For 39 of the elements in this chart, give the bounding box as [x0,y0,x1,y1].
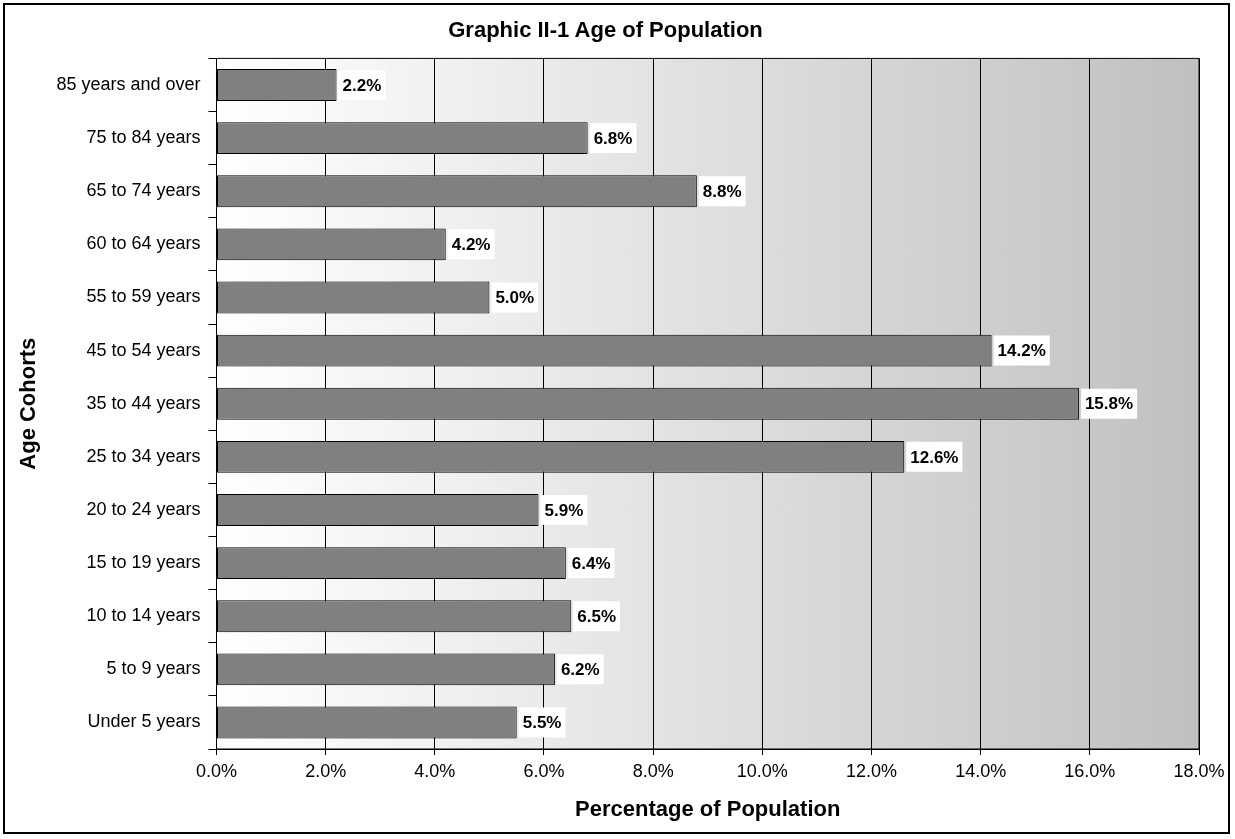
data-label: 15.8% [1084,394,1134,414]
x-tick-label: 16.0% [1064,760,1116,781]
y-tick-label: 45 to 54 years [86,339,201,360]
y-tick-label: 85 years and over [56,73,201,94]
x-tick-label: 6.0% [523,760,565,781]
x-tick-label: 18.0% [1173,760,1225,781]
y-tick-label: 15 to 19 years [86,552,201,573]
x-tick-label: 10.0% [736,760,788,781]
data-label: 6.4% [571,553,611,573]
chart-title: Graphic II-1 Age of Population [448,17,763,43]
data-label: 5.5% [522,713,562,733]
y-tick-label: Under 5 years [87,711,201,732]
y-tick-label: 25 to 34 years [86,445,201,466]
data-label: 12.6% [910,447,959,467]
x-tick-label: 14.0% [955,760,1007,781]
y-tick-label: 10 to 14 years [86,605,201,626]
y-tick-label: 20 to 24 years [86,498,201,519]
data-label: 5.9% [544,500,584,520]
y-axis-title: Age Cohorts [15,337,41,470]
x-tick-label: 12.0% [845,760,898,781]
y-tick-label: 65 to 74 years [86,180,201,201]
data-label: 6.2% [560,660,600,679]
y-tick-label: 55 to 59 years [86,286,201,307]
x-tick-label: 0.0% [195,760,237,781]
y-tick-label: 75 to 84 years [86,127,201,148]
data-label: 2.2% [342,75,382,95]
data-label: 5.0% [495,288,535,308]
data-label: 14.2% [997,341,1046,361]
data-label: 8.8% [702,181,742,201]
x-tick-label: 2.0% [305,760,347,781]
y-tick-label: 60 to 64 years [86,233,201,254]
y-tick-label: 35 to 44 years [86,392,201,413]
data-label: 4.2% [451,235,491,255]
data-label: 6.8% [593,128,633,148]
data-label: 6.5% [577,606,617,626]
y-tick-label: 5 to 9 years [106,658,201,679]
x-tick-label: 4.0% [414,760,456,781]
x-axis-title: Percentage of Population [575,795,841,821]
x-tick-label: 8.0% [632,760,674,781]
